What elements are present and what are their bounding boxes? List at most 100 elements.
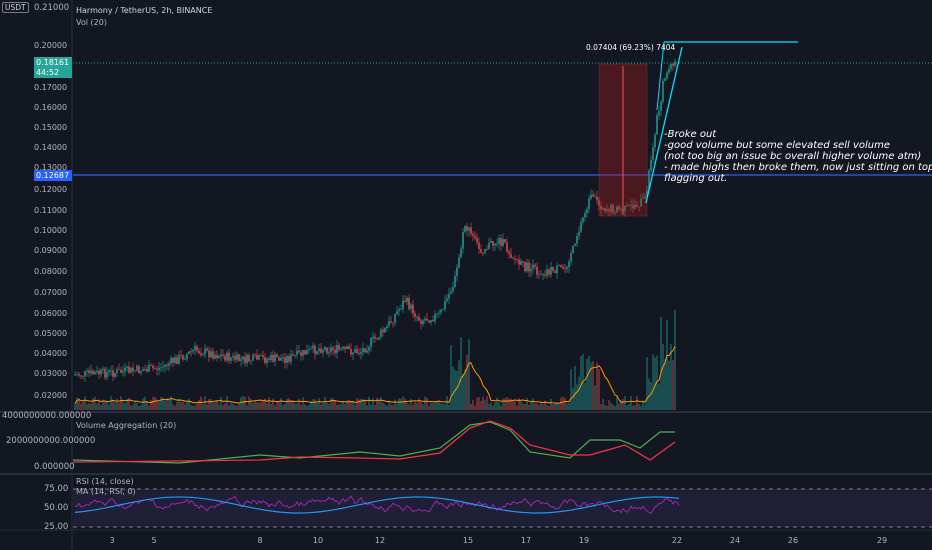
candle-body bbox=[590, 194, 592, 199]
candle-body bbox=[630, 204, 632, 206]
volume-bar bbox=[566, 403, 568, 410]
candle-body bbox=[318, 348, 320, 352]
volume-bar bbox=[388, 401, 390, 410]
candle-body bbox=[674, 61, 676, 66]
candle-body bbox=[184, 359, 186, 360]
price-tick: 0.10000 bbox=[34, 226, 67, 235]
candle-body bbox=[260, 355, 262, 356]
volume-bar bbox=[230, 402, 232, 410]
rsi-tick-75: 75.00 bbox=[44, 484, 69, 494]
candle-body bbox=[662, 81, 664, 102]
candle-body bbox=[608, 209, 610, 212]
candle-body bbox=[418, 316, 420, 321]
volume-bar bbox=[568, 402, 570, 410]
candle-body bbox=[270, 354, 272, 360]
volume-bar bbox=[390, 404, 392, 410]
volume-bar bbox=[186, 400, 188, 410]
volume-bar bbox=[564, 397, 566, 410]
candle-body bbox=[440, 310, 442, 313]
volume-bar bbox=[174, 405, 176, 410]
volume-bar bbox=[228, 405, 230, 410]
volume-bar bbox=[266, 403, 268, 410]
candle-body bbox=[640, 198, 642, 207]
trendline-left[interactable] bbox=[656, 41, 665, 111]
candle-body bbox=[218, 356, 220, 359]
volume-bar bbox=[444, 404, 446, 410]
volume-bar bbox=[308, 404, 310, 410]
volume-bar bbox=[586, 358, 588, 410]
candle-body bbox=[394, 314, 396, 323]
candle-body bbox=[182, 355, 184, 360]
candle-body bbox=[306, 350, 308, 355]
volume-bar bbox=[506, 397, 508, 410]
volume-bar bbox=[606, 405, 608, 410]
candle-body bbox=[300, 352, 302, 356]
current-price-label: 0.18161 bbox=[34, 57, 72, 68]
candle-body bbox=[606, 209, 608, 212]
rsi-tick-25: 25.00 bbox=[44, 522, 69, 532]
candle-body bbox=[232, 355, 234, 358]
currency-badge[interactable]: USDT bbox=[2, 2, 29, 13]
volume-bar bbox=[410, 398, 412, 410]
candle-body bbox=[368, 346, 370, 351]
volume-bar bbox=[416, 403, 418, 410]
candle-body bbox=[480, 249, 482, 253]
candle-body bbox=[470, 227, 472, 234]
volagg-buy-line bbox=[72, 421, 675, 464]
volume-bar bbox=[218, 404, 220, 410]
volume-bar bbox=[180, 402, 182, 410]
volume-bar bbox=[436, 401, 438, 410]
volume-bar bbox=[520, 400, 522, 410]
volume-bar bbox=[512, 400, 514, 410]
volume-bar bbox=[650, 382, 652, 410]
candle-body bbox=[118, 369, 120, 371]
volume-bar bbox=[346, 400, 348, 410]
candle-body bbox=[660, 101, 662, 111]
candle-body bbox=[526, 262, 528, 272]
candle-body bbox=[302, 350, 304, 356]
candle-body bbox=[288, 356, 290, 362]
candle-body bbox=[354, 348, 356, 353]
volume-bar bbox=[646, 357, 648, 410]
candle-body bbox=[546, 269, 548, 276]
candle-body bbox=[312, 345, 314, 349]
annotation-line-1: -Broke out bbox=[664, 129, 717, 140]
candle-body bbox=[474, 235, 476, 239]
volume-bar bbox=[152, 396, 154, 410]
candle-body bbox=[106, 372, 108, 378]
candle-body bbox=[192, 350, 194, 352]
candle-body bbox=[216, 355, 218, 359]
volagg-legend[interactable]: Volume Aggregation (20) bbox=[76, 421, 177, 430]
candle-body bbox=[222, 354, 224, 356]
symbol-title: Harmony / TetherUS, 2h, BINANCE bbox=[76, 6, 213, 15]
candle-body bbox=[98, 370, 100, 375]
volume-bar bbox=[344, 404, 346, 410]
candle-body bbox=[422, 320, 424, 324]
rsi-ma-legend[interactable]: MA (14, RSI, 0) bbox=[76, 487, 136, 496]
volume-legend[interactable]: Vol (20) bbox=[76, 18, 107, 27]
volume-bar bbox=[554, 402, 556, 410]
volume-bar bbox=[584, 382, 586, 410]
candle-body bbox=[442, 309, 444, 311]
trendline-breakout[interactable] bbox=[645, 46, 683, 204]
volume-bar bbox=[202, 403, 204, 410]
volume-bar bbox=[164, 400, 166, 410]
volume-bar bbox=[464, 369, 466, 410]
time-tick: 5 bbox=[151, 536, 156, 545]
candle-body bbox=[210, 351, 212, 358]
candle-body bbox=[656, 115, 658, 135]
candle-body bbox=[150, 364, 152, 366]
candle-body bbox=[228, 352, 230, 361]
volume-bar bbox=[364, 399, 366, 410]
rsi-legend[interactable]: RSI (14, close) bbox=[76, 477, 134, 486]
time-tick: 8 bbox=[257, 536, 262, 545]
candle-body bbox=[580, 221, 582, 232]
candle-body bbox=[254, 354, 256, 356]
volume-bar bbox=[102, 399, 104, 410]
candle-body bbox=[624, 205, 626, 212]
volume-bar bbox=[258, 402, 260, 410]
price-tick: 0.07000 bbox=[34, 288, 67, 297]
volume-bar bbox=[660, 316, 662, 410]
volume-bar bbox=[420, 401, 422, 410]
